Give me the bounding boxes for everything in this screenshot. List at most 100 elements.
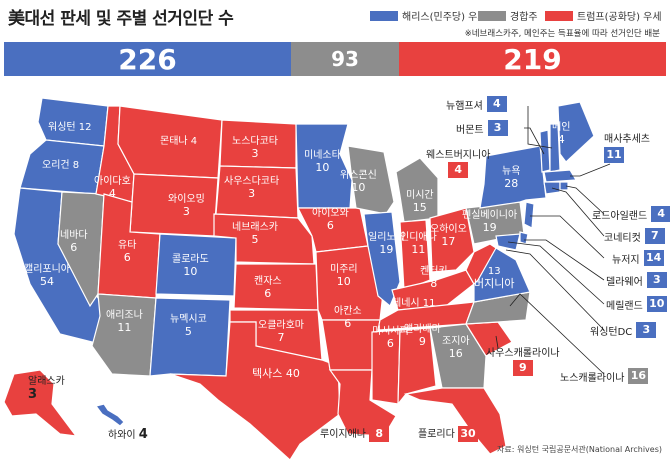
label-wi: 위스콘신 10 <box>340 170 377 194</box>
label-wa: 워싱턴 12 <box>48 122 92 133</box>
trump-total-bar: 219 <box>399 42 666 76</box>
label-ok: 오클라호마 7 <box>258 320 304 344</box>
label-mo: 미주리 10 <box>330 264 358 288</box>
trump-total: 219 <box>503 42 562 76</box>
label-ga: 조지아 16 <box>442 336 470 360</box>
label-fl: 플로리다 30 <box>418 426 478 442</box>
state-ga <box>429 323 487 389</box>
label-nv: 네바다 6 <box>60 230 88 254</box>
label-mt: 몬태나 4 <box>160 136 198 147</box>
label-mn: 미네소타 10 <box>304 150 341 174</box>
state-wv <box>465 243 497 285</box>
label-ms: 미시시피 6 <box>372 326 409 350</box>
label-ky: 켄터키 8 <box>420 266 448 290</box>
state-tx <box>169 321 341 460</box>
label-ct: 코네티컷 7 <box>604 228 665 244</box>
state-il <box>363 211 401 307</box>
label-al: 앨라배마 9 <box>404 324 441 348</box>
label-nc: 노스캐롤라이나 16 <box>560 368 649 384</box>
state-al <box>397 327 437 406</box>
state-oh <box>429 207 475 273</box>
state-vt <box>539 129 551 173</box>
leader-nh <box>527 106 553 149</box>
label-ri: 로드아일랜드 4 <box>592 206 670 222</box>
legend-swatch-blue <box>370 10 398 21</box>
leader-ma <box>570 163 611 177</box>
page-title: 美대선 판세 및 주별 선거인단 수 <box>8 9 234 29</box>
leader-ct <box>551 187 605 237</box>
legend-swatch-gray <box>478 10 506 21</box>
source-note: 자료: 워싱턴 국립공문서관(National Archives) <box>497 445 662 454</box>
label-wy: 와이오밍 3 <box>168 194 205 218</box>
leader-ri <box>565 185 605 215</box>
label-ia: 아이오와 6 <box>312 208 349 232</box>
state-ri <box>559 181 569 191</box>
leader-sc <box>495 335 499 349</box>
leader-nj <box>530 215 605 259</box>
leader-vt <box>524 127 545 155</box>
label-sc: 사우스캐롤라이나 9 <box>486 348 560 376</box>
tossup-total: 93 <box>331 47 359 71</box>
state-nc <box>465 291 531 325</box>
state-me <box>557 101 595 163</box>
leader-dc <box>505 249 605 331</box>
state-hi <box>94 403 125 427</box>
label-tx: 텍사스 40 <box>252 367 300 380</box>
legend-swatch-red <box>545 10 573 21</box>
state-ne <box>213 213 315 265</box>
state-de <box>519 231 529 245</box>
label-ca: 캘리포니아 54 <box>24 264 70 288</box>
us-map-shapes <box>3 97 611 460</box>
tossup-total-bar: 93 <box>291 42 399 76</box>
label-or: 오리건 8 <box>42 160 80 171</box>
label-tn: 테네시 11 <box>392 298 436 309</box>
label-wv: 웨스트버지니아 4 <box>426 150 491 178</box>
state-ma <box>543 169 578 183</box>
legend-trump: 트럼프(공화당) 우세 <box>545 8 662 23</box>
state-fl <box>403 387 507 455</box>
label-mi: 미시간 15 <box>406 190 434 214</box>
label-vt: 버몬트 3 <box>456 120 508 136</box>
harris-total: 226 <box>118 42 177 76</box>
label-az: 애리조나 11 <box>106 310 143 334</box>
label-in: 인디애나 11 <box>400 232 437 256</box>
label-ny: 뉴욕 28 <box>502 166 521 190</box>
state-in <box>399 219 431 291</box>
label-va: 13 버지니아 <box>474 266 515 290</box>
label-co: 콜로라도 10 <box>172 254 209 278</box>
allocation-note: ※네브래스카주, 메인주는 득표율에 따라 선거인단 배분 <box>464 29 660 39</box>
legend-harris: 해리스(민주당) 우세 <box>370 8 487 23</box>
label-pa: 펜실베이니아 19 <box>462 210 518 234</box>
label-hi: 하와이 4 <box>108 427 148 442</box>
label-sd: 사우스다코타 3 <box>224 176 280 200</box>
label-de: 델라웨어 3 <box>606 272 667 288</box>
state-or <box>19 139 105 195</box>
label-nj: 뉴저지 14 <box>612 250 664 266</box>
harris-total-bar: 226 <box>4 42 291 76</box>
label-ar: 아칸소 6 <box>334 306 362 330</box>
label-il: 일리노이 19 <box>368 232 405 256</box>
label-me: 메인 4 <box>552 122 571 146</box>
legend-tossup: 경합주 <box>478 8 538 23</box>
state-ak <box>3 369 78 437</box>
label-ut: 유타 6 <box>118 240 137 264</box>
label-ne: 네브래스카 5 <box>232 222 278 246</box>
legend-label: 경합주 <box>510 12 538 23</box>
state-nj <box>523 201 535 229</box>
state-nh <box>549 123 561 173</box>
us-map: 워싱턴 12 오리건 8 캘리포니아 54 네바다 6 아이다호 4 몬태나 4 와이… <box>0 84 670 460</box>
state-az <box>91 293 157 377</box>
label-oh: 오하이오 17 <box>430 224 467 248</box>
label-ma: 매사추세츠 11 <box>604 134 650 163</box>
leader-md <box>507 241 605 305</box>
label-nm: 뉴멕시코 5 <box>170 314 207 338</box>
leader-nc <box>509 293 605 375</box>
legend-label: 트럼프(공화당) 우세 <box>577 12 662 23</box>
label-nd: 노스다코타 3 <box>232 136 278 160</box>
label-ak: 알래스카 3 <box>28 376 65 402</box>
label-md: 메릴랜드 10 <box>606 296 667 312</box>
label-dc: 워싱턴DC 3 <box>590 322 657 338</box>
leader-de <box>524 239 605 281</box>
legend-label: 해리스(민주당) 우세 <box>402 12 487 23</box>
label-id: 아이다호 4 <box>94 176 131 200</box>
